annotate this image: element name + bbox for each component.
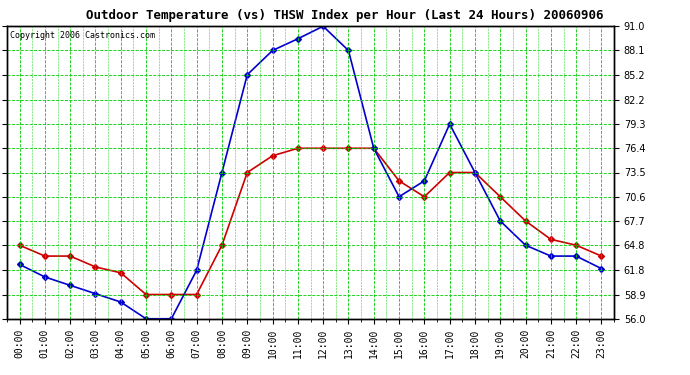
Text: Outdoor Temperature (vs) THSW Index per Hour (Last 24 Hours) 20060906: Outdoor Temperature (vs) THSW Index per … [86,9,604,22]
Text: Copyright 2006 Castronics.com: Copyright 2006 Castronics.com [10,31,155,40]
